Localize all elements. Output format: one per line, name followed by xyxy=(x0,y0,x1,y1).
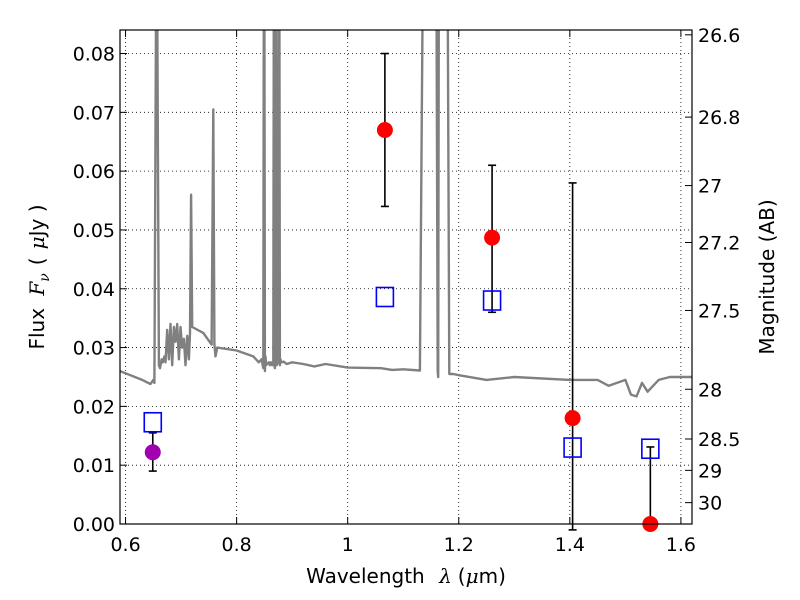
plot-area xyxy=(120,30,692,398)
y-axis-unit-mu: μ xyxy=(25,236,49,249)
plot-background xyxy=(120,30,692,524)
x-axis-unit-rest: m) xyxy=(479,564,506,588)
y-tick-label: 0.02 xyxy=(73,396,115,418)
y2-tick-label: 29 xyxy=(698,460,722,482)
y2-tick-label: 28.5 xyxy=(698,429,740,451)
x-tick-label: 1.4 xyxy=(555,534,585,556)
y-axis-unit-open: ( xyxy=(25,257,49,265)
y-tick-label: 0.07 xyxy=(73,102,115,124)
y-tick-label: 0.08 xyxy=(73,44,115,66)
data-point xyxy=(376,121,393,138)
y-tick-label: 0.04 xyxy=(73,279,115,301)
x-axis-symbol: λ xyxy=(438,564,452,588)
data-point xyxy=(484,229,501,246)
square-marker xyxy=(482,290,502,311)
square-marker xyxy=(375,286,395,308)
x-axis-title: Wavelength λ (μm) xyxy=(306,564,506,588)
y2-tick-label: 27.2 xyxy=(698,233,740,255)
y-tick-label: 0.06 xyxy=(73,161,115,183)
y2-tick-label: 26.8 xyxy=(698,107,740,129)
x-axis-title-text: Wavelength xyxy=(306,564,425,588)
y-axis-symbol: F xyxy=(25,281,49,297)
y-axis-title-text: Flux xyxy=(25,308,49,350)
y-axis-unit-rest: Jy ) xyxy=(25,204,49,238)
x-tick-label: 0.8 xyxy=(222,534,252,556)
y2-tick-label: 27.5 xyxy=(698,300,740,322)
grid xyxy=(120,30,692,524)
x-axis-unit-mu: μ xyxy=(466,564,479,588)
y-tick-label: 0.05 xyxy=(73,220,115,242)
x-axis-unit-open: ( xyxy=(458,564,466,588)
y-axis-symbol-sub: ν xyxy=(37,273,53,282)
data-point xyxy=(564,410,581,427)
square-marker xyxy=(563,437,582,458)
x-tick-label: 0.6 xyxy=(110,534,140,556)
square-marker xyxy=(641,438,660,460)
square-marker xyxy=(143,411,163,433)
y-axis-title: Flux Fν ( μJy ) xyxy=(25,204,53,349)
data-point xyxy=(144,444,161,461)
y-tick-label: 0.00 xyxy=(73,514,115,536)
y2-axis-title: Magnitude (AB) xyxy=(755,199,779,354)
markers xyxy=(143,52,660,532)
x-tick-label: 1.2 xyxy=(444,534,474,556)
x-tick-label: 1.6 xyxy=(666,534,696,556)
y2-tick-label: 30 xyxy=(698,493,722,515)
x-tick-label: 1 xyxy=(342,534,354,556)
ticks: 0.6 0.8 1 1.2 1.4 1.6 0.00 0.01 0.02 0.03 0.04 0.05… xyxy=(73,25,741,556)
y-tick-label: 0.03 xyxy=(73,338,115,360)
y2-tick-label: 26.6 xyxy=(698,25,740,47)
spectrum-line xyxy=(120,30,692,398)
plot-frame xyxy=(119,29,693,525)
y-tick-label: 0.01 xyxy=(73,455,115,477)
y2-tick-label: 27 xyxy=(698,176,722,198)
y2-tick-label: 28 xyxy=(698,379,722,401)
